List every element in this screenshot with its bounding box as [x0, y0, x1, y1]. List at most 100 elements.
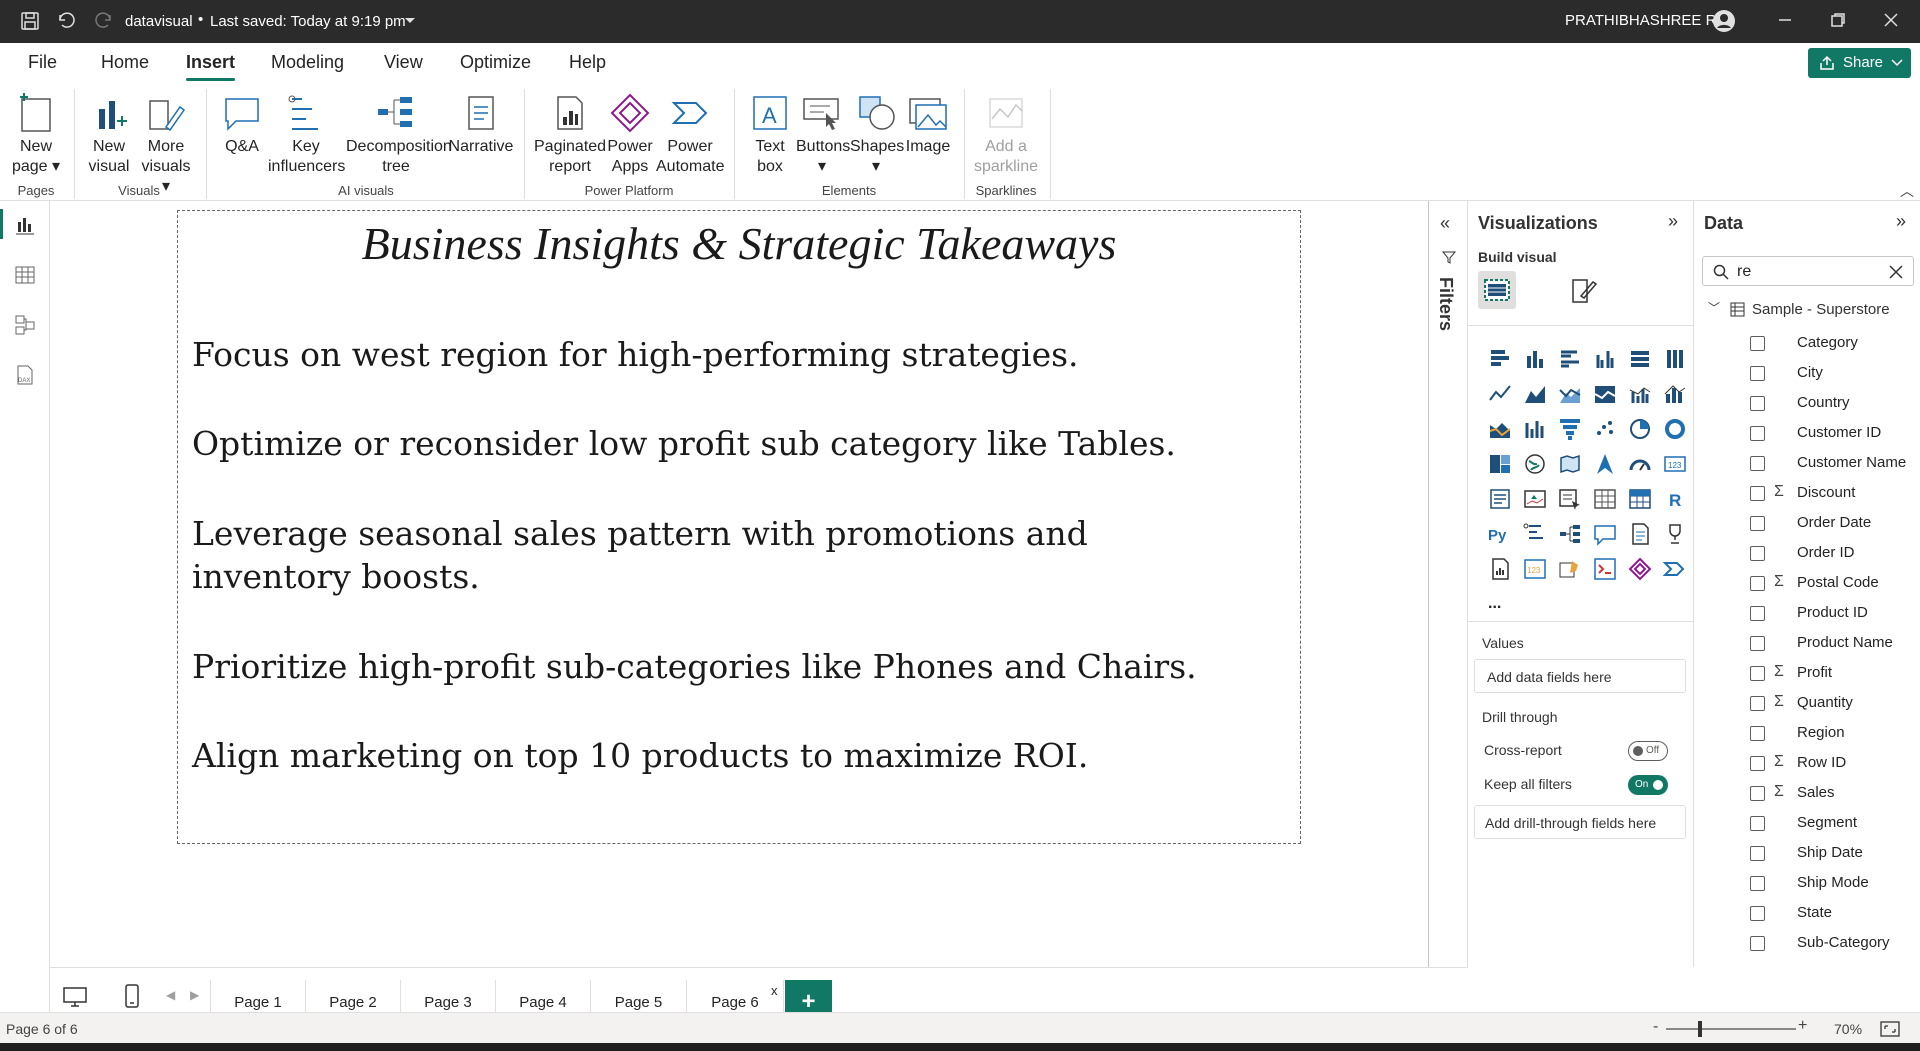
paginated-report-button[interactable]: Paginated report [534, 93, 606, 177]
field-checkbox[interactable] [1750, 906, 1765, 921]
data-field-row[interactable]: Customer ID [1694, 419, 1920, 449]
filled-map-icon[interactable] [1552, 446, 1587, 481]
ribbon-chart-icon[interactable] [1482, 411, 1517, 446]
data-field-row[interactable]: Σ Row ID [1694, 749, 1920, 779]
user-avatar-icon[interactable] [1712, 9, 1736, 37]
field-checkbox[interactable] [1750, 726, 1765, 741]
scatter-chart-icon[interactable] [1587, 411, 1622, 446]
power-automate-visual-icon[interactable] [1587, 551, 1622, 586]
slicer-icon[interactable] [1552, 481, 1587, 516]
100-percent-area-chart-icon[interactable] [1587, 376, 1622, 411]
field-checkbox[interactable] [1750, 696, 1765, 711]
field-checkbox[interactable] [1750, 336, 1765, 351]
field-checkbox[interactable] [1750, 636, 1765, 651]
more-visuals-button[interactable]: More visuals ▾ [140, 93, 192, 197]
restore-icon[interactable] [1830, 12, 1846, 32]
build-visual-tab[interactable] [1478, 271, 1516, 309]
azure-map-icon[interactable] [1587, 446, 1622, 481]
table-node[interactable]: ﹀ Sample - Superstore [1694, 297, 1920, 323]
field-checkbox[interactable] [1750, 366, 1765, 381]
data-field-row[interactable]: Category [1694, 329, 1920, 359]
minimize-icon[interactable] [1777, 12, 1793, 32]
scroll-right-icon[interactable]: ▶ [190, 988, 200, 1002]
field-checkbox[interactable] [1750, 786, 1765, 801]
data-field-row[interactable]: Order ID [1694, 539, 1920, 569]
collapse-data-icon[interactable]: » [1896, 211, 1907, 231]
data-field-row[interactable]: Order Date [1694, 509, 1920, 539]
more-visuals-ellipsis[interactable]: ... [1488, 594, 1502, 612]
qa-visual-icon[interactable] [1587, 516, 1622, 551]
chevron-down-icon[interactable] [404, 13, 416, 30]
menu-tab-file[interactable]: File [28, 52, 58, 72]
redo-icon[interactable] [94, 11, 114, 35]
qa-button[interactable]: Q&A [218, 93, 266, 157]
field-checkbox[interactable] [1750, 846, 1765, 861]
field-checkbox[interactable] [1750, 486, 1765, 501]
key-influencers-visual-icon[interactable] [1517, 516, 1552, 551]
data-field-row[interactable]: Σ Sales [1694, 779, 1920, 809]
key-influencers-button[interactable]: Key influencers [268, 93, 345, 177]
field-checkbox[interactable] [1750, 576, 1765, 591]
values-drop-zone[interactable]: Add data fields here [1474, 659, 1686, 693]
close-window-icon[interactable] [1883, 12, 1899, 32]
dax-query-view-icon[interactable]: DAX [14, 364, 36, 390]
python-visual-icon[interactable]: Py [1482, 516, 1517, 551]
field-checkbox[interactable] [1750, 816, 1765, 831]
clustered-column-chart-icon[interactable] [1587, 341, 1622, 376]
page-tab[interactable]: Page 3 [401, 980, 496, 1025]
menu-tab-view[interactable]: View [384, 52, 423, 72]
new-visual-button[interactable]: New visual [84, 93, 134, 177]
metrics-icon[interactable] [1657, 516, 1692, 551]
clear-search-icon[interactable] [1889, 265, 1903, 279]
file-name[interactable]: datavisual [125, 13, 193, 30]
format-visual-tab[interactable] [1564, 271, 1602, 309]
menu-tab-optimize[interactable]: Optimize [460, 52, 532, 72]
shapes-button[interactable]: Shapes ▾ [850, 93, 904, 177]
power-apps-button[interactable]: Power Apps [606, 93, 654, 177]
decomposition-tree-visual-icon[interactable] [1552, 516, 1587, 551]
stacked-column-chart-icon[interactable] [1517, 341, 1552, 376]
desktop-layout-icon[interactable] [62, 986, 88, 1014]
menu-tab-home[interactable]: Home [101, 52, 150, 72]
collapse-visualizations-icon[interactable]: » [1668, 211, 1679, 231]
field-checkbox[interactable] [1750, 456, 1765, 471]
field-checkbox[interactable] [1750, 666, 1765, 681]
data-field-row[interactable]: Product Name [1694, 629, 1920, 659]
fit-to-page-icon[interactable] [1880, 1021, 1900, 1040]
data-field-row[interactable]: Σ Profit [1694, 659, 1920, 689]
data-field-row[interactable]: Customer Name [1694, 449, 1920, 479]
treemap-icon[interactable] [1482, 446, 1517, 481]
data-field-row[interactable]: Σ Quantity [1694, 689, 1920, 719]
line-stacked-column-icon[interactable] [1657, 376, 1692, 411]
filters-pane-collapsed[interactable]: « Filters [1428, 201, 1468, 967]
chevron-down-icon[interactable]: ﹀ [1708, 301, 1721, 315]
field-checkbox[interactable] [1750, 516, 1765, 531]
field-checkbox[interactable] [1750, 756, 1765, 771]
data-field-row[interactable]: State [1694, 899, 1920, 929]
paginated-visual-icon[interactable] [1482, 551, 1517, 586]
text-box-button[interactable]: A Text box [744, 93, 796, 177]
r-script-visual-icon[interactable]: R [1657, 481, 1692, 516]
field-checkbox[interactable] [1750, 876, 1765, 891]
100-percent-column-chart-icon[interactable] [1657, 341, 1692, 376]
map-icon[interactable] [1517, 446, 1552, 481]
menu-tab-help[interactable]: Help [569, 52, 607, 72]
stacked-area-chart-icon[interactable] [1552, 376, 1587, 411]
arcgis-map-icon[interactable]: 123 [1517, 551, 1552, 586]
line-clustered-column-icon[interactable] [1622, 376, 1657, 411]
data-field-row[interactable]: Ship Date [1694, 839, 1920, 869]
data-field-row[interactable]: Σ Discount [1694, 479, 1920, 509]
share-button[interactable]: Share [1808, 48, 1911, 78]
decomposition-tree-button[interactable]: Decomposition tree [346, 93, 452, 177]
pie-chart-icon[interactable] [1622, 411, 1657, 446]
power-automate-button[interactable]: Power Automate [656, 93, 724, 177]
data-field-row[interactable]: Segment [1694, 809, 1920, 839]
data-field-row[interactable]: Region [1694, 719, 1920, 749]
100-percent-bar-chart-icon[interactable] [1622, 341, 1657, 376]
data-field-row[interactable]: Sub-Category [1694, 929, 1920, 959]
page-tab[interactable]: Page 5 [591, 980, 687, 1025]
report-view-icon[interactable] [14, 214, 36, 240]
expand-filters-icon[interactable]: « [1440, 213, 1451, 233]
field-checkbox[interactable] [1750, 606, 1765, 621]
narrative-visual-icon[interactable] [1622, 516, 1657, 551]
